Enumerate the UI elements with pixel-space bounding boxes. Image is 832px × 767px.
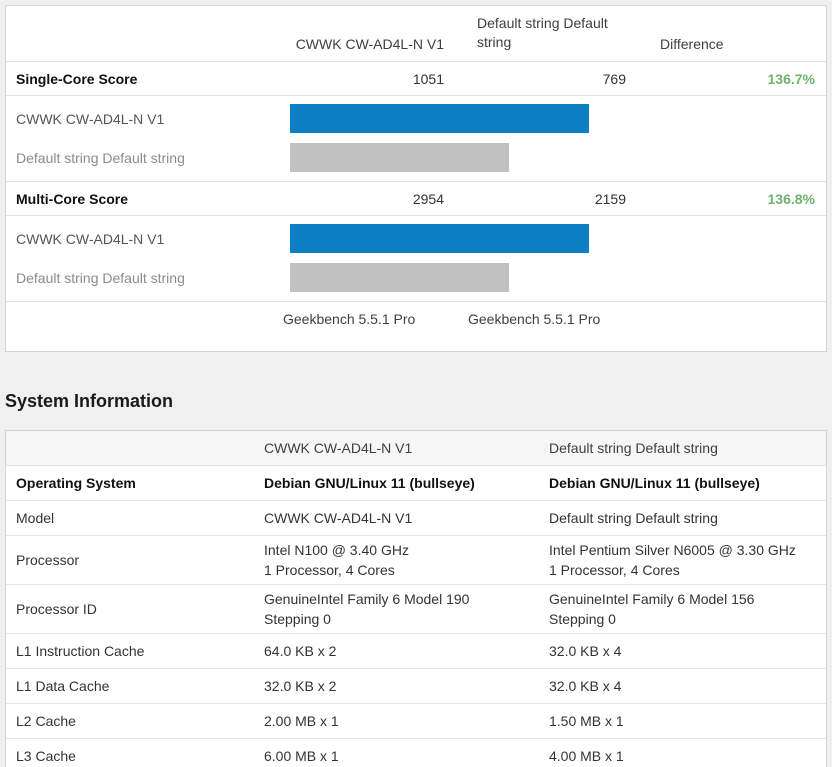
row-label: Operating System: [6, 473, 256, 493]
row-label: L1 Data Cache: [6, 676, 256, 696]
row-label: Processor ID: [6, 599, 256, 619]
table-row-l1-instruction-cache: L1 Instruction Cache 64.0 KB x 2 32.0 KB…: [6, 634, 826, 669]
single-core-bar-device2: [290, 143, 509, 172]
row-value-device1: 2.00 MB x 1: [256, 711, 541, 731]
bar-row-device2: Default string Default string: [6, 143, 826, 172]
comparison-header-row: CWWK CW-AD4L-N V1 Default string Default…: [6, 6, 826, 62]
multi-core-label: Multi-Core Score: [6, 191, 284, 207]
geekbench-comparison-page: { "colors": { "accent_blue": "#0d7fc4", …: [0, 0, 832, 767]
column-header-device2: Default string Default string: [456, 14, 638, 61]
multi-core-score-row: Multi-Core Score 2954 2159 136.8%: [6, 182, 826, 216]
row-value-device2: 32.0 KB x 4: [541, 641, 826, 661]
row-value-device1: 32.0 KB x 2: [256, 676, 541, 696]
row-value-device2: GenuineIntel Family 6 Model 156 Stepping…: [541, 589, 826, 629]
bar-row-device2: Default string Default string: [6, 263, 826, 292]
multi-core-score-device2: 2159: [456, 191, 638, 207]
column-header-difference: Difference: [638, 36, 826, 61]
table-row-processor: Processor Intel N100 @ 3.40 GHz 1 Proces…: [6, 536, 826, 585]
column-header-device1: CWWK CW-AD4L-N V1: [284, 36, 456, 61]
benchmark-version-row: Geekbench 5.5.1 Pro Geekbench 5.5.1 Pro: [6, 302, 826, 351]
table-row-l1-data-cache: L1 Data Cache 32.0 KB x 2 32.0 KB x 4: [6, 669, 826, 704]
row-value-device1: Intel N100 @ 3.40 GHz 1 Processor, 4 Cor…: [256, 540, 541, 580]
single-core-difference: 136.7%: [638, 71, 826, 87]
benchmark-version-device2: Geekbench 5.5.1 Pro: [468, 311, 600, 327]
single-core-score-row: Single-Core Score 1051 769 136.7%: [6, 62, 826, 96]
row-value-device2: Intel Pentium Silver N6005 @ 3.30 GHz 1 …: [541, 540, 826, 580]
row-value-device2: 32.0 KB x 4: [541, 676, 826, 696]
row-value-device1: Debian GNU/Linux 11 (bullseye): [256, 473, 541, 493]
bar-label-device1: CWWK CW-AD4L-N V1: [16, 111, 164, 127]
bar-row-device1: CWWK CW-AD4L-N V1: [6, 224, 826, 253]
row-value-device1: 64.0 KB x 2: [256, 641, 541, 661]
bar-label-device1: CWWK CW-AD4L-N V1: [16, 231, 164, 247]
multi-core-bar-device2: [290, 263, 509, 292]
multi-core-difference: 136.8%: [638, 191, 826, 207]
bar-label-device2: Default string Default string: [16, 150, 185, 166]
row-value-device2: Default string Default string: [541, 508, 826, 528]
row-label: Processor: [6, 550, 256, 570]
system-information-table: CWWK CW-AD4L-N V1 Default string Default…: [5, 430, 827, 767]
table-row-model: Model CWWK CW-AD4L-N V1 Default string D…: [6, 501, 826, 536]
single-core-bar-device1: [290, 104, 589, 133]
single-core-score-device1: 1051: [284, 71, 456, 87]
table-row-l2-cache: L2 Cache 2.00 MB x 1 1.50 MB x 1: [6, 704, 826, 739]
row-value-device2: 4.00 MB x 1: [541, 746, 826, 766]
row-value-device1: GenuineIntel Family 6 Model 190 Stepping…: [256, 589, 541, 629]
multi-core-bars: CWWK CW-AD4L-N V1 Default string Default…: [6, 216, 826, 302]
row-label: Model: [6, 508, 256, 528]
system-table-header-row: CWWK CW-AD4L-N V1 Default string Default…: [6, 431, 826, 466]
row-value-device2: 1.50 MB x 1: [541, 711, 826, 731]
benchmark-version-device1: Geekbench 5.5.1 Pro: [283, 311, 415, 327]
system-header-device1: CWWK CW-AD4L-N V1: [256, 440, 541, 456]
bar-label-device2: Default string Default string: [16, 270, 185, 286]
table-row-processor-id: Processor ID GenuineIntel Family 6 Model…: [6, 585, 826, 634]
table-row-l3-cache: L3 Cache 6.00 MB x 1 4.00 MB x 1: [6, 739, 826, 767]
row-label: L1 Instruction Cache: [6, 641, 256, 661]
multi-core-bar-device1: [290, 224, 589, 253]
row-value-device1: CWWK CW-AD4L-N V1: [256, 508, 541, 528]
row-value-device2: Debian GNU/Linux 11 (bullseye): [541, 473, 826, 493]
multi-core-score-device1: 2954: [284, 191, 456, 207]
single-core-bars: CWWK CW-AD4L-N V1 Default string Default…: [6, 96, 826, 182]
row-label: L3 Cache: [6, 746, 256, 766]
benchmark-comparison-card: CWWK CW-AD4L-N V1 Default string Default…: [5, 5, 827, 352]
system-information-heading: System Information: [5, 391, 173, 412]
single-core-score-device2: 769: [456, 71, 638, 87]
single-core-label: Single-Core Score: [6, 71, 284, 87]
table-row-operating-system: Operating System Debian GNU/Linux 11 (bu…: [6, 466, 826, 501]
bar-row-device1: CWWK CW-AD4L-N V1: [6, 104, 826, 133]
system-header-device2: Default string Default string: [541, 440, 826, 456]
row-value-device1: 6.00 MB x 1: [256, 746, 541, 766]
row-label: L2 Cache: [6, 711, 256, 731]
